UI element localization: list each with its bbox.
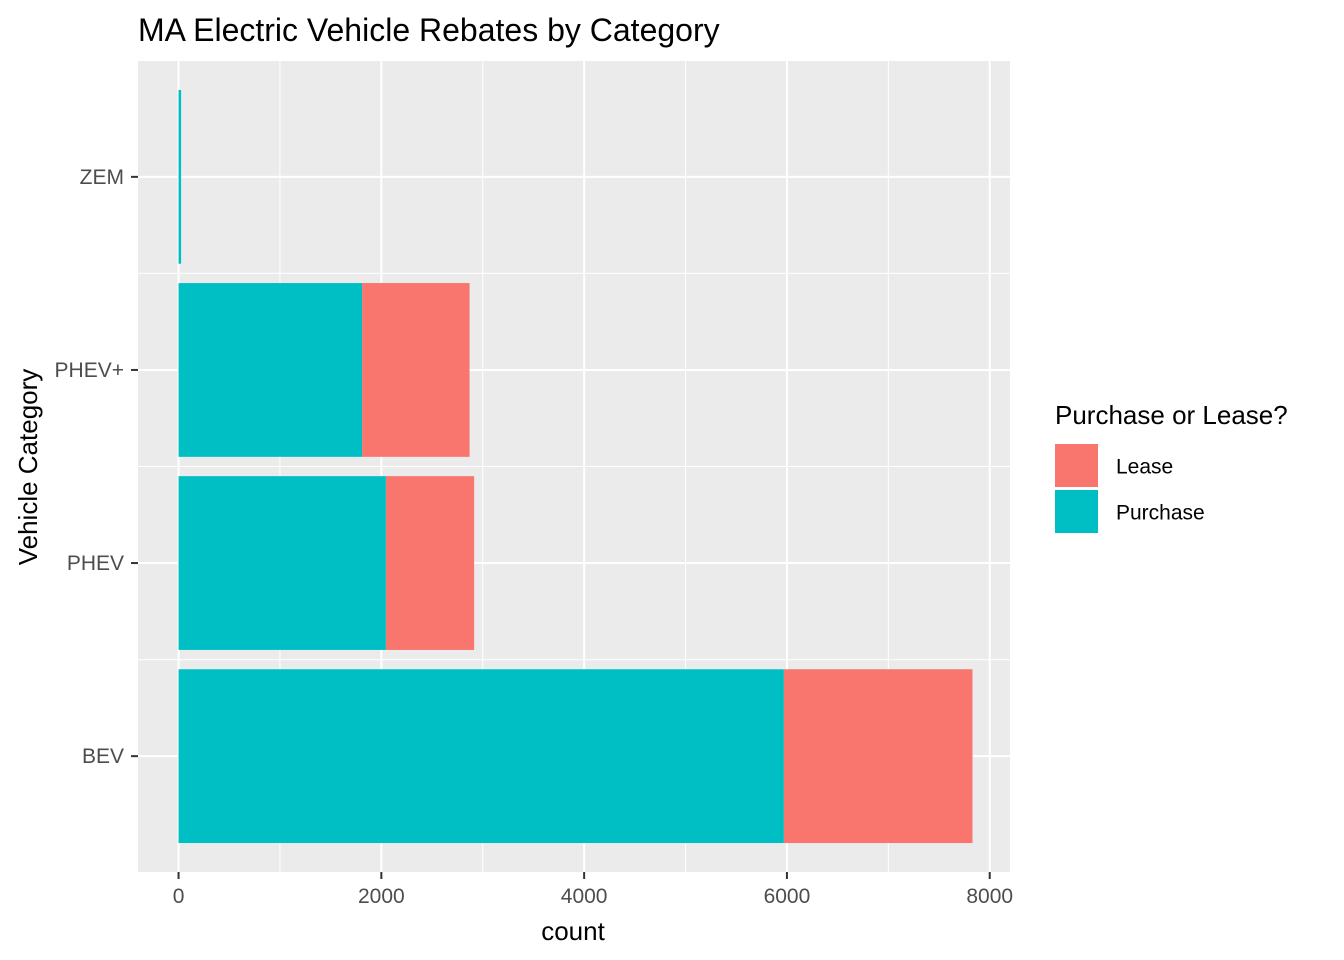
legend-key-lease (1055, 444, 1098, 487)
legend-title: Purchase or Lease? (1055, 400, 1288, 430)
x-tick-label: 8000 (966, 885, 1013, 908)
bar-bev-lease (783, 669, 973, 844)
y-axis-title: Vehicle Category (13, 369, 43, 566)
x-tick-label: 2000 (358, 885, 405, 908)
x-tick-label: 6000 (764, 885, 811, 908)
bar-phev--lease (362, 283, 470, 457)
legend-label-purchase: Purchase (1116, 502, 1205, 525)
bar-zem-purchase (178, 89, 182, 264)
chart-title: MA Electric Vehicle Rebates by Category (138, 12, 720, 48)
bar-phev-purchase (178, 476, 386, 650)
x-tick-label: 0 (173, 885, 185, 908)
y-tick-label: ZEM (80, 166, 124, 189)
y-axis: BEV PHEV PHEV+ ZEM (55, 166, 138, 768)
x-tick-label: 4000 (561, 885, 608, 908)
y-tick-label: PHEV+ (55, 359, 124, 382)
bar-phev--purchase (178, 283, 363, 457)
x-axis-title: count (541, 916, 605, 946)
y-tick-label: BEV (82, 745, 124, 768)
bar-bev-purchase (178, 669, 784, 844)
bar-phev-lease (385, 476, 475, 650)
bars (178, 89, 973, 844)
legend-label-lease: Lease (1116, 456, 1173, 479)
legend: Purchase or Lease? Lease Purchase (1055, 400, 1288, 533)
legend-key-purchase (1055, 490, 1098, 533)
x-axis: 0 2000 4000 6000 8000 (173, 872, 1013, 908)
minor-gridlines (138, 61, 1010, 872)
y-tick-label: PHEV (67, 552, 124, 575)
